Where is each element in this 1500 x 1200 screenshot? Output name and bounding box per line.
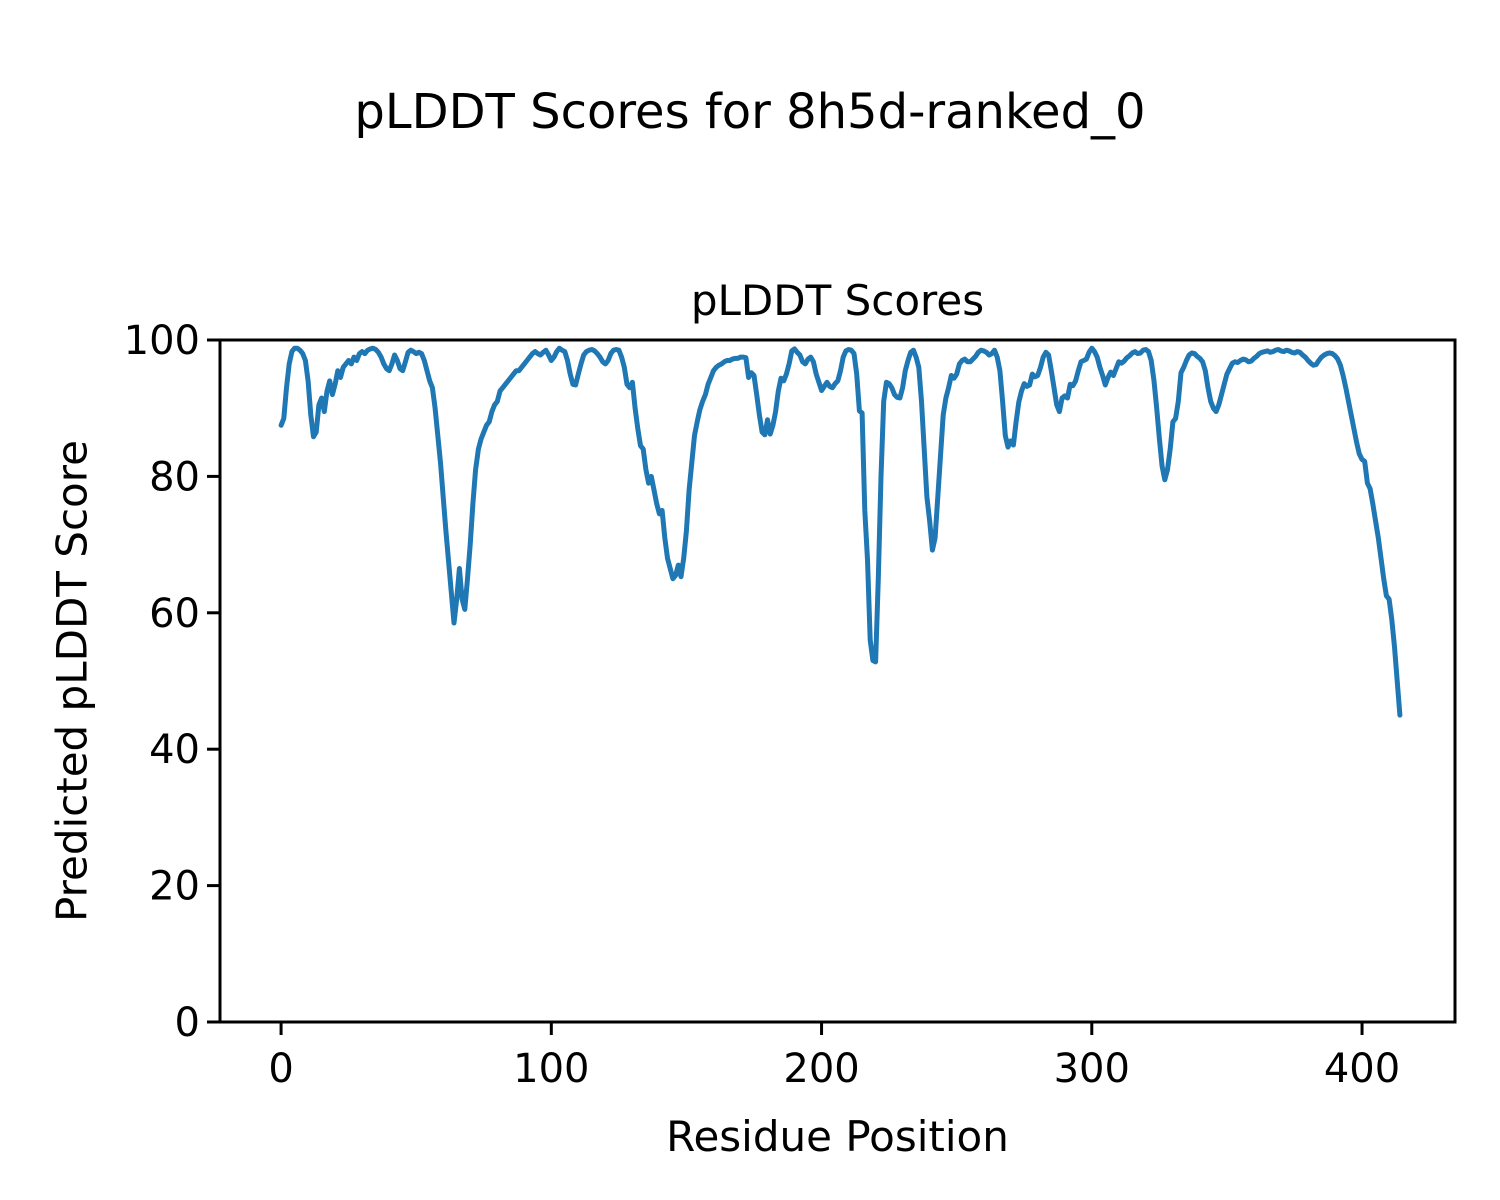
plddt-line	[278, 345, 1403, 718]
y-tick-label: 100	[124, 318, 200, 364]
axes-frame	[218, 338, 1457, 1024]
x-tick-label: 100	[513, 1046, 589, 1092]
y-tick-label: 80	[149, 454, 200, 500]
x-tick-label: 300	[1054, 1046, 1130, 1092]
x-axis-label: Residue Position	[666, 1112, 1009, 1161]
x-tick-label: 400	[1324, 1046, 1400, 1092]
y-tick-label: 40	[149, 727, 200, 773]
y-tick-label: 60	[149, 591, 200, 637]
x-tick-label: 0	[268, 1046, 293, 1092]
x-tick-label: 200	[783, 1046, 859, 1092]
figure-title: pLDDT Scores for 8h5d-ranked_0	[354, 84, 1146, 140]
axes-title: pLDDT Scores	[690, 276, 985, 325]
y-tick-label: 0	[175, 1000, 200, 1046]
y-tick-label: 20	[149, 864, 200, 910]
